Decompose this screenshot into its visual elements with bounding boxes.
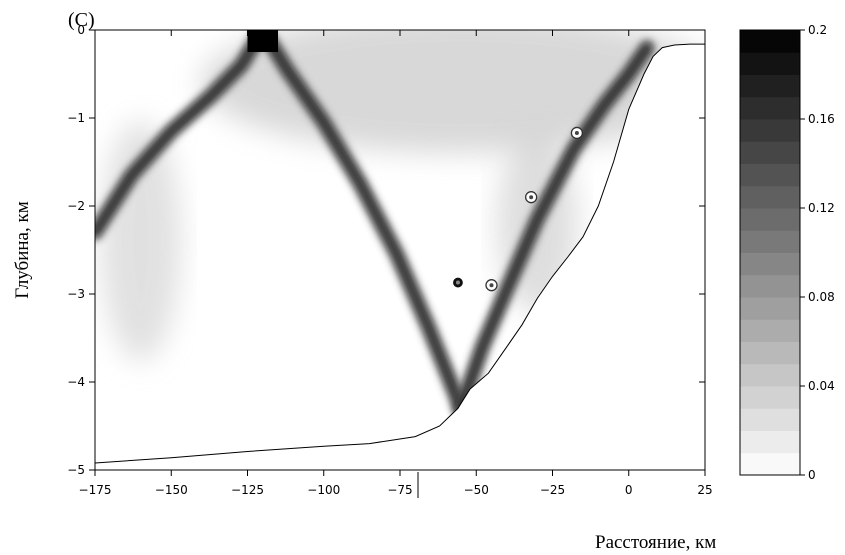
colorbar-band — [740, 163, 800, 187]
colorbar-band — [740, 297, 800, 320]
colorbar-tick-label: 0.04 — [808, 379, 835, 393]
colorbar-band — [740, 274, 800, 298]
x-axis-label: Расстояние, км — [595, 532, 716, 553]
colorbar-band — [740, 96, 800, 120]
y-tick-label: −1 — [67, 111, 85, 125]
colorbar-band — [740, 230, 800, 253]
ray-core-2 — [259, 30, 464, 412]
panel-label: (C) — [68, 9, 95, 31]
plot-area — [95, 30, 705, 470]
x-tick-label: 0 — [625, 483, 633, 497]
ray-layer — [95, 30, 656, 417]
x-tick-label: −75 — [387, 483, 412, 497]
y-tick-label: −3 — [67, 287, 85, 301]
y-tick-label: −4 — [67, 375, 85, 389]
colorbar-band — [740, 319, 800, 342]
colorbar-band — [740, 341, 800, 365]
colorbar-band — [740, 430, 800, 454]
colorbar-tick-label: 0.08 — [808, 290, 835, 304]
marker-layer — [451, 126, 584, 292]
colorbar-band — [740, 452, 800, 476]
colorbar-tick-label: 0.2 — [808, 23, 827, 37]
y-tick-label: 0 — [77, 23, 85, 37]
x-tick-label: −50 — [464, 483, 489, 497]
colorbar-band — [740, 386, 800, 409]
station-marker-center-2 — [489, 283, 494, 288]
x-tick-label: −125 — [231, 483, 264, 497]
x-tick-label: −100 — [307, 483, 340, 497]
colorbar: 0.2 0.16 0.12 0.08 0.04 0 — [739, 23, 835, 482]
x-tick-label: −150 — [155, 483, 188, 497]
colorbar-band — [740, 363, 800, 387]
colorbar-band — [740, 30, 800, 53]
colorbar-frame — [739, 29, 801, 476]
x-tick-label: −25 — [540, 483, 565, 497]
colorbar-band — [740, 52, 800, 75]
y-tick-label: −2 — [67, 199, 85, 213]
colorbar-band — [740, 208, 800, 231]
x-axis: −175 −150 −125 −100 −75 −50 −25 0 25 — [79, 30, 713, 497]
colorbar-band — [740, 252, 800, 276]
colorbar-band — [740, 141, 800, 164]
y-axis: 0 −1 −2 −3 −4 −5 — [67, 23, 705, 477]
colorbar-band — [740, 408, 800, 431]
colorbar-tick-label: 0.12 — [808, 201, 835, 215]
station-marker-center-4 — [574, 130, 579, 135]
source-blob — [247, 30, 278, 52]
colorbar-tick-label: 0.16 — [808, 112, 835, 126]
ray-core-1 — [95, 30, 266, 236]
colorbar-band — [740, 119, 800, 142]
station-marker-center-3 — [529, 195, 534, 200]
station-marker-center-1 — [455, 280, 460, 285]
colorbar-band — [740, 74, 800, 98]
seafloor-mask — [95, 44, 705, 470]
y-axis-label: Глубина, км — [12, 201, 33, 298]
x-tick-label: 25 — [697, 483, 712, 497]
y-tick-label: −5 — [67, 463, 85, 477]
colorbar-tick-label: 0 — [808, 468, 816, 482]
x-tick-label: −175 — [79, 483, 112, 497]
colorbar-band — [740, 185, 800, 209]
ray-core-3 — [458, 44, 651, 412]
seafloor-line — [95, 43, 705, 464]
